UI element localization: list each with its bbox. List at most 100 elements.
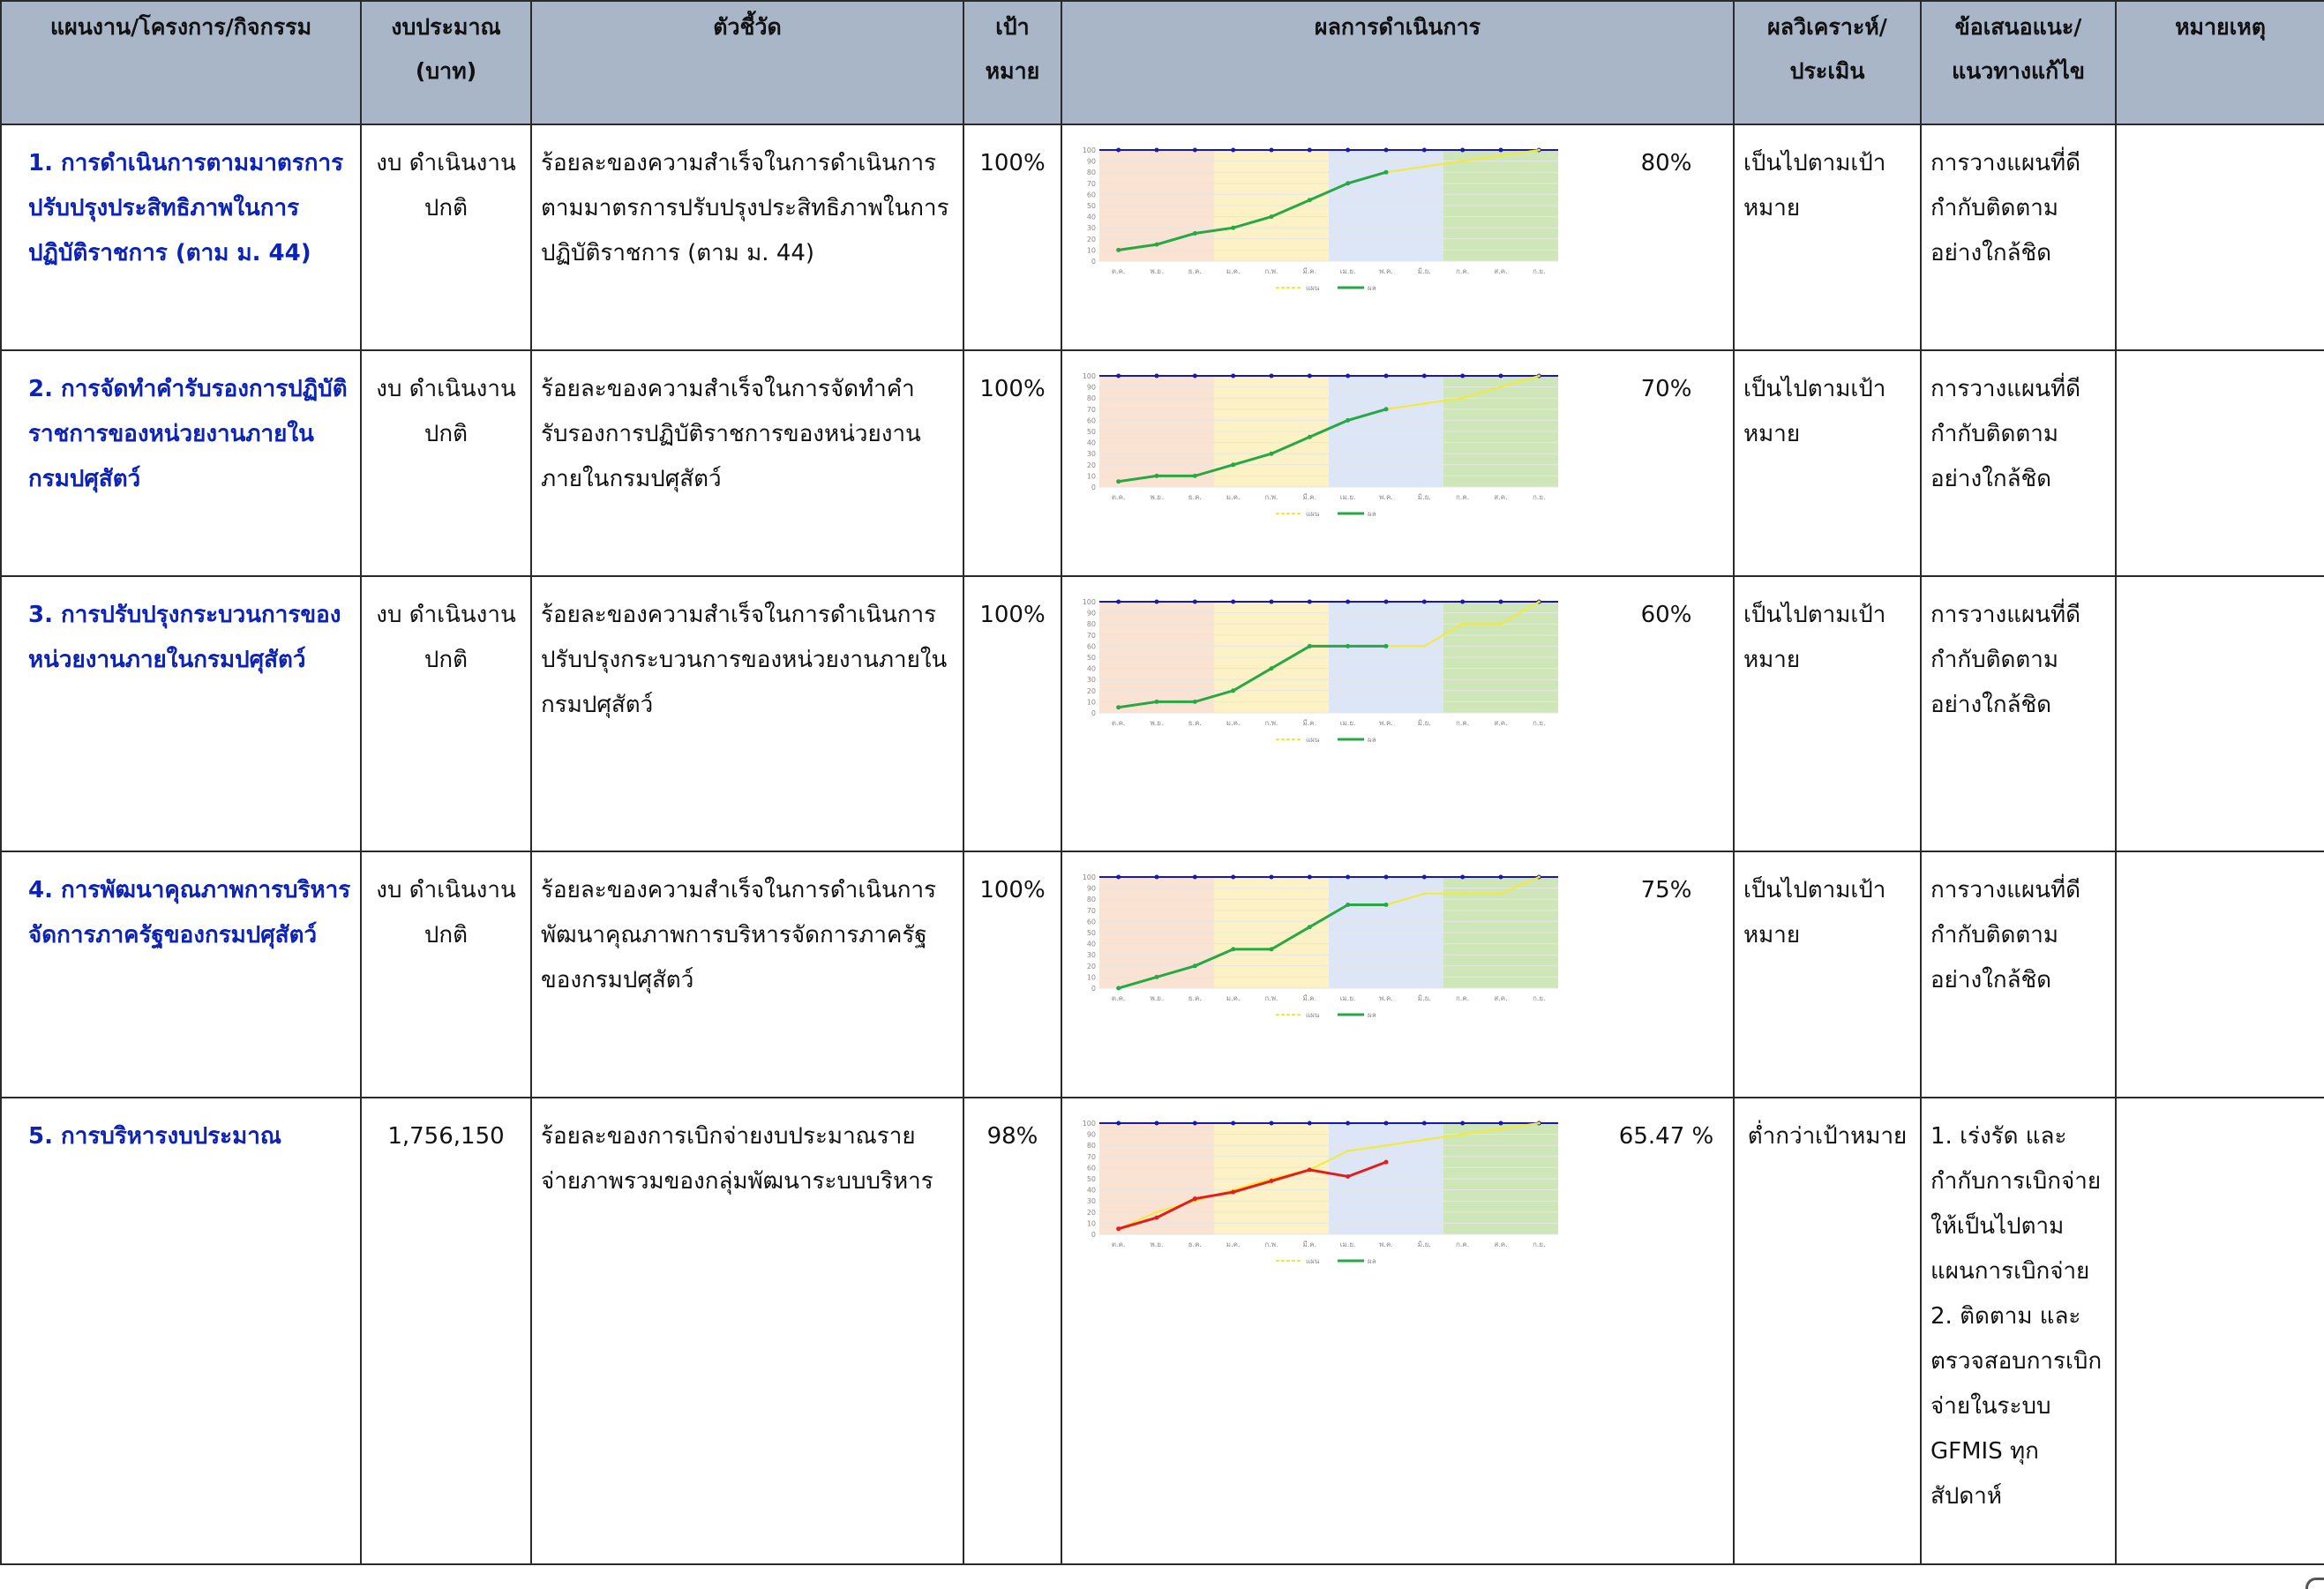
analysis: เป็นไปตามเป้าหมาย xyxy=(1733,575,1923,852)
y-tick-label: 100 xyxy=(1083,372,1096,380)
x-tick-label: ก.พ. xyxy=(1264,267,1278,275)
y-tick-label: 0 xyxy=(1091,1231,1096,1239)
y-tick-label: 40 xyxy=(1087,941,1096,948)
actual-point xyxy=(1192,231,1197,236)
header-target: เป้าหมาย xyxy=(963,0,1062,125)
x-tick-label: เม.ย. xyxy=(1340,1240,1356,1248)
target: 100% xyxy=(963,349,1062,577)
y-tick-label: 10 xyxy=(1087,973,1096,981)
x-tick-label: ส.ค. xyxy=(1494,994,1507,1002)
actual-series-line xyxy=(1118,1160,1387,1231)
legend-label: ผล xyxy=(1368,736,1376,744)
target: 100% xyxy=(963,575,1062,852)
y-tick-label: 100 xyxy=(1083,598,1096,606)
remark xyxy=(2115,851,2324,1098)
budget: งบ ดำเนินงาน ปกติ xyxy=(360,575,532,852)
actual-point xyxy=(1231,462,1236,468)
actual-point xyxy=(1307,1167,1312,1173)
actual-point xyxy=(1383,169,1389,175)
actual-point xyxy=(1269,947,1274,952)
progress-chart: 0 10 20 30 40 50 60 70 80 90 100 ต.ค. พ.ย. ธ.ค. ม.ค. ก.… xyxy=(1083,598,1558,744)
plan-point xyxy=(1422,892,1426,896)
plan-point xyxy=(1422,402,1426,405)
analysis: เป็นไปตามเป้าหมาย xyxy=(1733,349,1923,577)
table-row: 3. การปรับปรุงกระบวนการของหน่วยงานภายในก… xyxy=(0,575,2324,852)
remark xyxy=(2115,349,2324,577)
x-tick-label: ม.ค. xyxy=(1226,493,1241,501)
plan-point xyxy=(1461,396,1465,400)
milestone-marker xyxy=(1346,147,1351,153)
y-tick-label: 90 xyxy=(1087,158,1096,166)
y-tick-label: 10 xyxy=(1087,1219,1096,1227)
x-tick-label: ก.ค. xyxy=(1456,994,1469,1002)
plan-point xyxy=(1461,1133,1465,1136)
milestone-marker xyxy=(1383,373,1389,379)
milestone-marker xyxy=(1154,874,1159,880)
x-tick-label: ต.ค. xyxy=(1112,994,1126,1002)
actual-point xyxy=(1307,643,1312,648)
milestone-marker xyxy=(1307,599,1312,604)
milestone-marker xyxy=(1460,147,1466,153)
milestone-marker xyxy=(1460,874,1466,880)
actual-series-line xyxy=(1118,408,1387,483)
actual-series-line xyxy=(1118,170,1387,251)
actual-point xyxy=(1383,903,1389,907)
milestone-marker xyxy=(1421,874,1427,880)
actual-point xyxy=(1269,1179,1274,1184)
y-tick-label: 60 xyxy=(1087,642,1096,650)
milestone-marker xyxy=(1498,373,1503,379)
milestone-marker xyxy=(1192,1121,1197,1126)
x-tick-label: เม.ย. xyxy=(1340,267,1356,275)
x-tick-label: ธ.ค. xyxy=(1188,493,1202,501)
plan-point xyxy=(1422,644,1426,648)
actual-point xyxy=(1116,705,1121,710)
y-tick-label: 30 xyxy=(1087,450,1096,458)
progress-chart: 0 10 20 30 40 50 60 70 80 90 100 ต.ค. พ.ย. ธ.ค. ม.ค. ก.… xyxy=(1083,1120,1558,1265)
x-tick-label: ก.พ. xyxy=(1264,994,1278,1002)
plan-name: 5. การบริหารงบประมาณ xyxy=(0,1097,362,1565)
y-tick-label: 70 xyxy=(1087,907,1096,915)
budget: งบ ดำเนินงาน ปกติ xyxy=(360,124,532,351)
legend-label: ผล xyxy=(1368,1011,1376,1019)
milestone-marker xyxy=(1231,599,1236,604)
y-tick-label: 30 xyxy=(1087,676,1096,684)
actual-point xyxy=(1231,225,1236,230)
header-plan: แผนงาน/โครงการ/กิจกรรม xyxy=(0,0,362,125)
legend-label: ผล xyxy=(1368,510,1376,518)
milestone-marker xyxy=(1154,373,1159,379)
progress-chart-cell: 0 10 20 30 40 50 60 70 80 90 100 ต.ค. พ.ย. ธ.ค. ม.ค. ก.… xyxy=(1061,1097,1600,1565)
milestone-marker xyxy=(1307,874,1312,880)
x-tick-label: ก.ค. xyxy=(1456,267,1469,275)
y-tick-label: 0 xyxy=(1091,483,1096,491)
milestone-marker xyxy=(1231,147,1236,153)
y-tick-label: 40 xyxy=(1087,665,1096,673)
y-tick-label: 60 xyxy=(1087,191,1096,199)
x-tick-label: ต.ค. xyxy=(1112,1240,1126,1248)
milestone-marker xyxy=(1154,599,1159,604)
x-tick-label: ก.ย. xyxy=(1533,719,1546,727)
milestone-marker xyxy=(1346,874,1351,880)
actual-point xyxy=(1346,643,1351,648)
milestone-marker xyxy=(1498,147,1503,153)
x-tick-label: พ.ค. xyxy=(1379,994,1393,1002)
header-recommend: ข้อเสนอแนะ/แนวทางแก้ไข xyxy=(1920,0,2118,125)
actual-point xyxy=(1231,1189,1236,1195)
x-tick-label: มิ.ย. xyxy=(1418,719,1431,727)
actual-point xyxy=(1383,643,1389,648)
x-tick-label: ก.ค. xyxy=(1456,493,1469,501)
header-result: ผลการดำเนินการ xyxy=(1060,0,1736,125)
recommendation: การวางแผนที่ดี กำกับติดตามอย่างใกล้ชิด xyxy=(1920,851,2118,1098)
y-tick-label: 50 xyxy=(1087,929,1096,937)
header-remark: หมายเหตุ xyxy=(2115,0,2324,125)
result-value: 75% xyxy=(1600,851,1736,1098)
milestone-marker xyxy=(1307,373,1312,379)
plan-point xyxy=(1499,892,1503,896)
x-tick-label: มิ.ย. xyxy=(1418,994,1431,1002)
result-value: 70% xyxy=(1600,349,1736,577)
target: 100% xyxy=(963,124,1062,351)
remark xyxy=(2115,124,2324,351)
x-tick-label: เม.ย. xyxy=(1340,493,1356,501)
milestone-marker xyxy=(1231,1121,1236,1126)
x-tick-label: ก.พ. xyxy=(1264,493,1278,501)
legend-label: แผน xyxy=(1306,736,1320,744)
